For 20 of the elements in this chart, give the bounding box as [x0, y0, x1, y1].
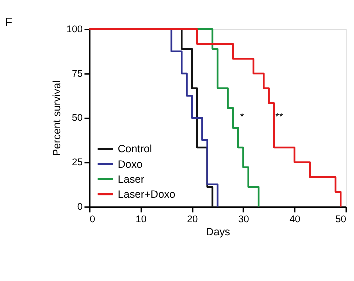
y-tick-label: 0	[78, 202, 84, 213]
legend-label: Laser+Doxo	[118, 188, 176, 201]
y-tick-label: 100	[66, 24, 84, 36]
annotation: **	[276, 112, 284, 123]
y-tick-label: 50	[72, 113, 84, 124]
legend-label: Control	[118, 144, 152, 156]
x-tick-label: 20	[187, 214, 199, 226]
x-tick-label: 0	[90, 214, 96, 226]
y-axis-title: Percent survival	[51, 80, 64, 156]
chart-title: F	[5, 16, 14, 30]
y-tick-label: 25	[72, 158, 84, 169]
legend-label: Doxo	[118, 158, 143, 171]
x-tick-label: 10	[136, 214, 148, 226]
legend-label: Laser	[118, 174, 146, 186]
x-axis-title: Days	[206, 226, 230, 239]
annotation: *	[240, 112, 244, 123]
y-tick-label: 75	[72, 68, 84, 80]
x-tick-label: 50	[336, 214, 348, 226]
x-tick-label: 30	[238, 214, 250, 226]
x-tick-label: 40	[290, 214, 302, 226]
